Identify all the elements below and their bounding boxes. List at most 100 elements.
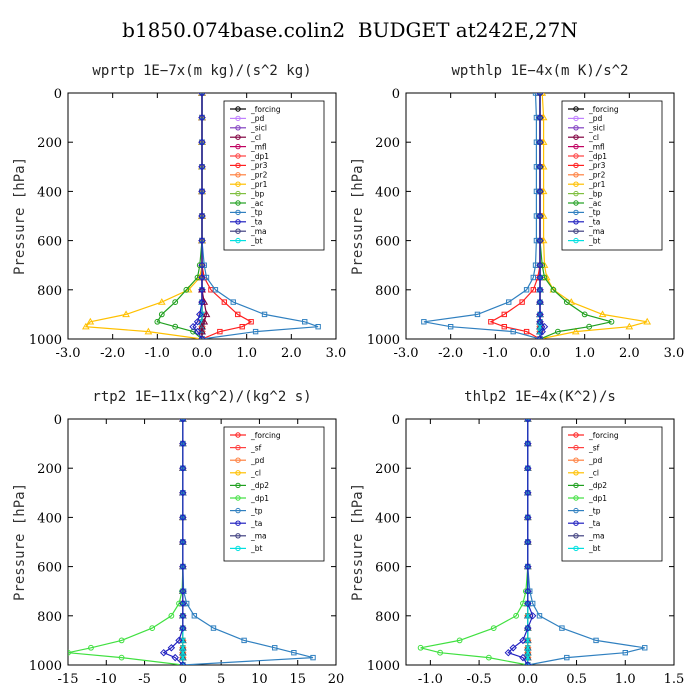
data-point (180, 649, 186, 656)
data-point (179, 624, 187, 632)
legend-entry: _pd (588, 456, 603, 465)
legend-box (223, 100, 325, 251)
data-point (501, 311, 507, 318)
y-tick-label: 800 (375, 610, 400, 625)
data-point (198, 113, 206, 122)
legend-marker (573, 143, 579, 150)
legend-entry: _tp (250, 506, 263, 515)
data-point (217, 328, 223, 335)
legend-entry: _bp (250, 189, 265, 198)
data-point (118, 654, 125, 661)
data-point (198, 286, 206, 294)
y-tick-label: 200 (37, 136, 62, 151)
data-point (593, 637, 599, 644)
x-tick-label: 10 (251, 672, 268, 687)
data-point (524, 661, 532, 665)
x-tick-label: 0.0 (517, 672, 538, 687)
data-point (221, 299, 228, 305)
data-point (536, 310, 544, 319)
series-line (192, 93, 203, 339)
y-tick-label: 1000 (367, 333, 400, 348)
legend-entry: _bt (588, 236, 601, 245)
legend-entry: _ma (588, 532, 605, 541)
y-tick-label: 400 (375, 511, 400, 526)
data-point (172, 323, 179, 330)
legend-entry: _pr2 (250, 171, 268, 180)
data-point (149, 625, 156, 631)
data-point (171, 653, 179, 662)
y-tick-label: 200 (375, 136, 400, 151)
data-point (198, 335, 206, 339)
data-point (154, 318, 161, 325)
data-point (200, 317, 209, 325)
data-point (183, 600, 190, 607)
data-point (179, 464, 187, 472)
x-tick-label: 3.0 (326, 346, 347, 361)
legend-marker (573, 106, 579, 112)
legend-entry: _sf (250, 443, 262, 452)
y-tick-label: 400 (37, 511, 62, 526)
data-point (524, 464, 532, 472)
data-point (625, 322, 634, 330)
x-tick-label: -2.0 (100, 346, 125, 361)
data-point (524, 599, 532, 608)
x-tick-label: 2.0 (619, 346, 640, 361)
data-point (536, 298, 544, 306)
data-point (437, 649, 444, 656)
series-line (489, 93, 541, 339)
series-line (68, 419, 184, 665)
data-point (239, 324, 245, 330)
legend-marker (235, 457, 241, 463)
data-point (536, 212, 544, 220)
x-tick-label: -1.0 (483, 346, 508, 361)
data-point (315, 324, 321, 330)
data-point (533, 114, 540, 121)
data-point (524, 644, 531, 651)
data-point (536, 93, 544, 97)
legend-marker (573, 237, 579, 244)
legend-entry: _ta (250, 218, 262, 227)
legend-marker (235, 533, 241, 539)
data-point (168, 612, 175, 619)
data-point (525, 662, 531, 665)
data-point (559, 625, 565, 631)
data-point (198, 273, 206, 282)
data-point (541, 274, 548, 281)
legend-entry: _bt (250, 544, 263, 553)
data-point (179, 489, 187, 497)
legend-marker (573, 115, 579, 122)
series-line (423, 93, 541, 339)
data-point (179, 419, 187, 423)
x-tick-label: -5 (138, 672, 151, 687)
data-point (179, 661, 187, 665)
series-line (162, 419, 184, 665)
legend-marker (235, 143, 241, 150)
legend-marker (235, 125, 241, 131)
legend-marker (235, 237, 241, 244)
x-tick-label: 1.0 (236, 346, 257, 361)
legend-entry: _cl (588, 133, 599, 142)
data-point (175, 636, 183, 645)
series-group (421, 93, 652, 339)
legend-entry: _tp (250, 208, 263, 217)
legend-entry: _forcing (588, 431, 619, 440)
data-point (598, 310, 607, 318)
legend-marker (573, 457, 579, 463)
data-point (501, 324, 507, 330)
data-point (530, 287, 536, 293)
data-point (198, 298, 206, 306)
y-axis-label: Pressure [hPa] (12, 483, 28, 601)
legend-marker (235, 162, 241, 169)
data-point (194, 274, 201, 281)
data-point (310, 654, 316, 661)
legend-marker (235, 470, 241, 476)
data-point (248, 319, 254, 325)
legend-entry: _ac (588, 199, 601, 208)
legend-marker (573, 219, 579, 225)
data-point (490, 625, 497, 631)
legend-entry: _pr3 (588, 161, 606, 170)
data-point (167, 644, 176, 652)
data-point (144, 327, 153, 335)
legend-marker (573, 181, 579, 187)
data-point (524, 587, 532, 595)
